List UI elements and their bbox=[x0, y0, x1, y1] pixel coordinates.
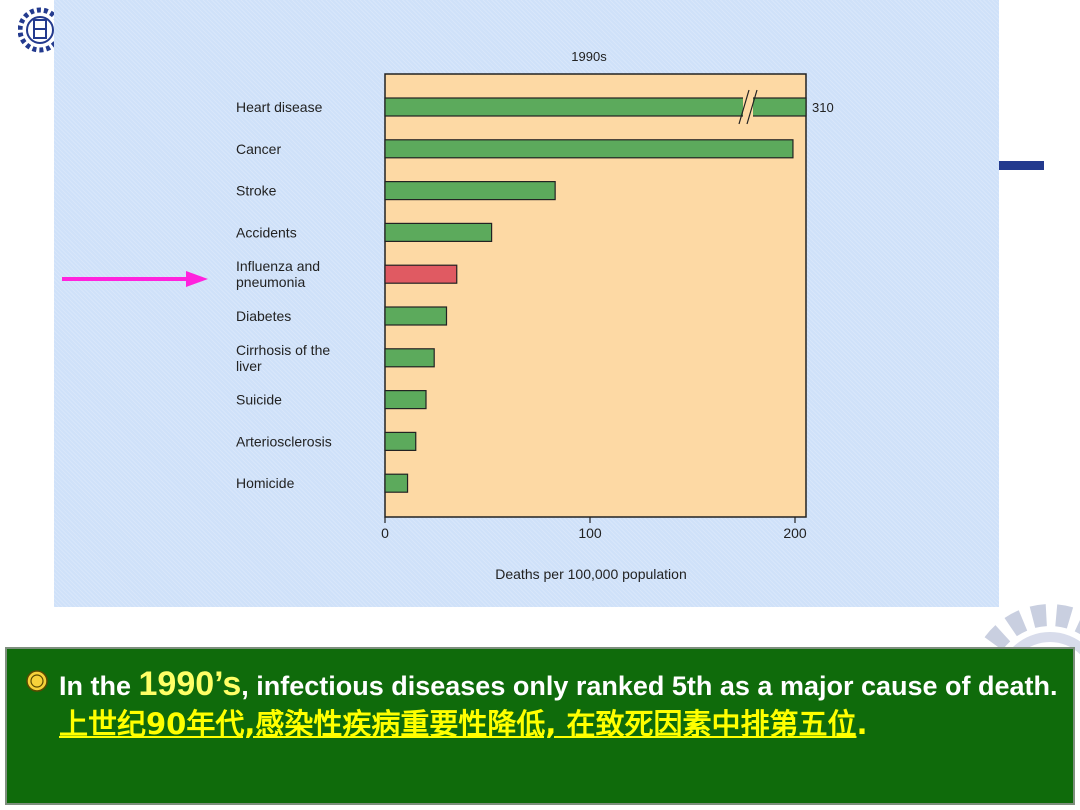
data-label-0: 310 bbox=[812, 100, 834, 115]
gear-icon bbox=[970, 604, 1080, 670]
axis-break-mark-1 bbox=[746, 89, 758, 125]
decorative-bar bbox=[998, 161, 1044, 170]
bar-8 bbox=[384, 431, 417, 451]
category-label-8: Arteriosclerosis bbox=[236, 433, 332, 449]
category-label-7: Suicide bbox=[236, 392, 282, 408]
bar-9 bbox=[384, 473, 409, 493]
bar-6 bbox=[384, 348, 435, 368]
caption-rest: , infectious diseases only ranked 5th as… bbox=[241, 671, 1058, 701]
x-tick-label-2: 200 bbox=[783, 525, 807, 541]
category-label-9: Homicide bbox=[236, 475, 295, 491]
bar-chart: 1990s 310 Heart disease Cancer Stroke Accid… bbox=[236, 49, 834, 582]
category-label-3: Accidents bbox=[236, 224, 297, 240]
bar-7 bbox=[384, 390, 427, 410]
caption-box: In the 1990’s, infectious diseases only … bbox=[5, 647, 1075, 805]
category-label-4: Influenza and pneumonia bbox=[236, 258, 320, 290]
x-tick-label-1: 100 bbox=[578, 525, 602, 541]
bar-1 bbox=[384, 139, 794, 159]
caption-prefix: In the bbox=[59, 671, 139, 701]
highlight-arrow-icon bbox=[62, 271, 208, 287]
axis-break-mark-0 bbox=[738, 89, 750, 125]
chart-panel: 1990s 310 Heart disease Cancer Stroke Accid… bbox=[54, 0, 999, 607]
category-label-5: Diabetes bbox=[236, 308, 291, 324]
bar-4 bbox=[384, 264, 458, 284]
bar-3 bbox=[384, 222, 493, 242]
bar-0 bbox=[384, 97, 807, 117]
bar-5 bbox=[384, 306, 448, 326]
caption-text: In the 1990’s, infectious diseases only … bbox=[59, 665, 1059, 744]
category-label-0: Heart disease bbox=[236, 99, 323, 115]
x-axis-label: Deaths per 100,000 population bbox=[495, 566, 686, 582]
caption-period: . bbox=[856, 707, 868, 741]
caption-chinese: 上世纪90年代,感染性疾病重要性降低, 在致死因素中排第五位 bbox=[59, 707, 857, 741]
seal-bullet-icon bbox=[26, 670, 48, 692]
category-label-1: Cancer bbox=[236, 141, 281, 157]
bar-2 bbox=[384, 181, 556, 201]
caption-year: 1990’s bbox=[138, 665, 242, 703]
axis-break-gap bbox=[743, 90, 753, 124]
x-tick-label-0: 0 bbox=[381, 525, 389, 541]
category-label-2: Stroke bbox=[236, 183, 277, 199]
chart-title: 1990s bbox=[571, 49, 607, 64]
category-label-6: Cirrhosis of the liver bbox=[236, 342, 330, 374]
